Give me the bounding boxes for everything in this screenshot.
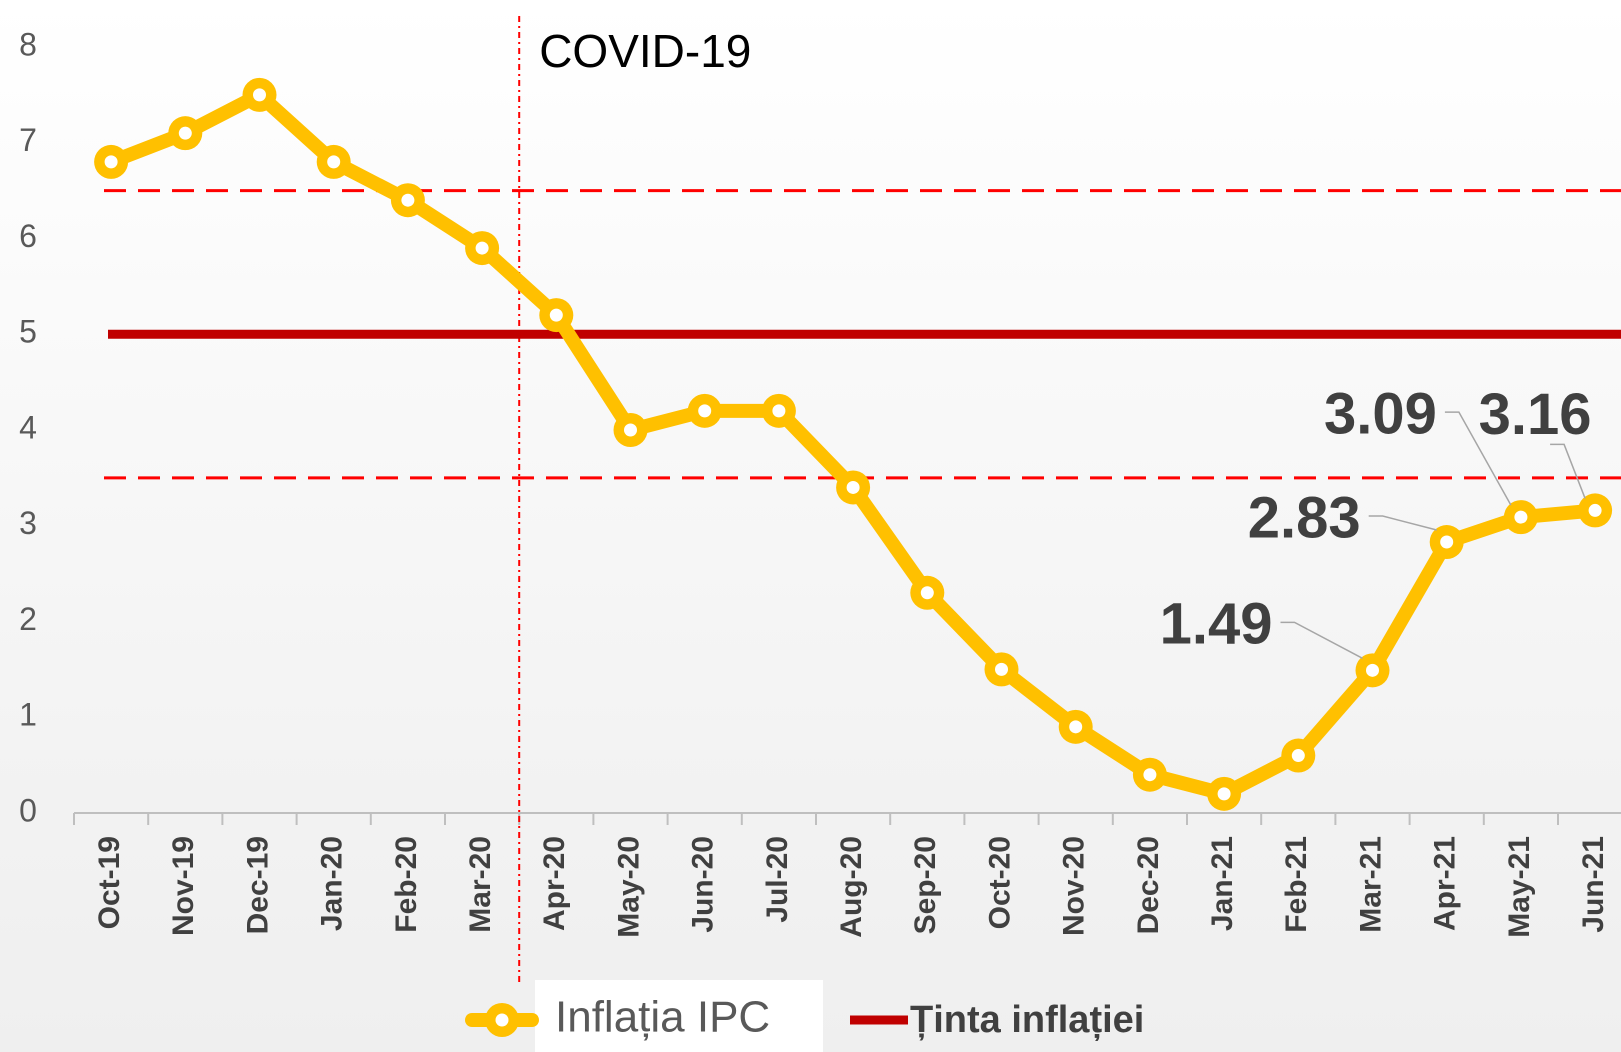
marker-center bbox=[401, 193, 415, 207]
y-tick-label: 8 bbox=[19, 26, 37, 62]
data-label: 2.83 bbox=[1248, 485, 1361, 550]
marker-center bbox=[178, 126, 192, 140]
y-tick-label: 3 bbox=[19, 505, 37, 541]
x-tick-label: Nov-20 bbox=[1058, 836, 1091, 936]
x-tick-label: Feb-21 bbox=[1280, 836, 1313, 933]
y-tick-label: 4 bbox=[19, 409, 37, 445]
x-tick-label: Dec-19 bbox=[241, 836, 274, 934]
marker-center bbox=[1143, 768, 1157, 782]
data-label: 3.09 bbox=[1324, 381, 1437, 446]
x-tick-label: Apr-21 bbox=[1429, 836, 1462, 931]
x-tick-label: Jan-20 bbox=[316, 836, 349, 931]
x-tick-label: Aug-20 bbox=[835, 836, 868, 938]
y-tick-label: 6 bbox=[19, 218, 37, 254]
marker-center bbox=[698, 404, 712, 418]
marker-center bbox=[624, 423, 637, 437]
x-tick-label: Feb-20 bbox=[390, 836, 423, 933]
marker-center bbox=[1291, 749, 1305, 763]
x-tick-label: Jan-21 bbox=[1206, 836, 1239, 931]
marker-center bbox=[327, 155, 341, 169]
x-tick-label: Dec-20 bbox=[1132, 836, 1165, 934]
legend-marker-center bbox=[495, 1013, 509, 1027]
legend-label: Ținta inflației bbox=[910, 999, 1144, 1041]
x-tick-label: Apr-20 bbox=[538, 836, 571, 931]
marker-center bbox=[995, 662, 1008, 676]
leader-line bbox=[1550, 443, 1586, 499]
marker-center bbox=[846, 480, 860, 494]
y-tick-label: 5 bbox=[19, 314, 37, 350]
data-label: 1.49 bbox=[1160, 592, 1273, 657]
x-tick-label: Oct-20 bbox=[983, 836, 1016, 929]
marker-center bbox=[1217, 787, 1231, 801]
marker-center bbox=[1514, 510, 1528, 524]
x-tick-label: Mar-21 bbox=[1354, 836, 1387, 933]
marker-center bbox=[1588, 503, 1602, 517]
legend-label: Inflația IPC bbox=[555, 993, 770, 1042]
y-tick-label: 0 bbox=[19, 792, 37, 828]
marker-center bbox=[104, 155, 118, 169]
y-tick-label: 1 bbox=[19, 697, 37, 733]
y-tick-label: 7 bbox=[19, 122, 37, 158]
x-tick-label: May-21 bbox=[1503, 836, 1536, 938]
legend-background bbox=[535, 980, 823, 1052]
marker-center bbox=[475, 241, 489, 255]
data-label: 3.16 bbox=[1479, 382, 1592, 447]
leader-line bbox=[1444, 411, 1512, 506]
x-tick-label: Jun-20 bbox=[687, 836, 720, 933]
x-tick-label: May-20 bbox=[612, 836, 645, 938]
x-tick-label: Mar-20 bbox=[464, 836, 497, 933]
x-tick-label: Sep-20 bbox=[909, 836, 942, 934]
marker-center bbox=[549, 308, 563, 322]
leader-line bbox=[1368, 515, 1437, 531]
leader-line bbox=[1280, 621, 1363, 659]
annotation-text: COVID-19 bbox=[539, 25, 751, 77]
marker-center bbox=[253, 88, 266, 102]
x-tick-label: Nov-19 bbox=[167, 836, 200, 936]
y-tick-label: 2 bbox=[19, 601, 37, 637]
marker-center bbox=[920, 586, 934, 600]
marker-center bbox=[772, 404, 786, 418]
x-tick-label: Jul-20 bbox=[761, 836, 794, 923]
marker-center bbox=[1069, 720, 1083, 734]
marker-center bbox=[1366, 663, 1379, 677]
marker-center bbox=[1440, 535, 1454, 549]
x-tick-label: Oct-19 bbox=[93, 836, 126, 929]
x-tick-label: Jun-21 bbox=[1577, 836, 1610, 933]
